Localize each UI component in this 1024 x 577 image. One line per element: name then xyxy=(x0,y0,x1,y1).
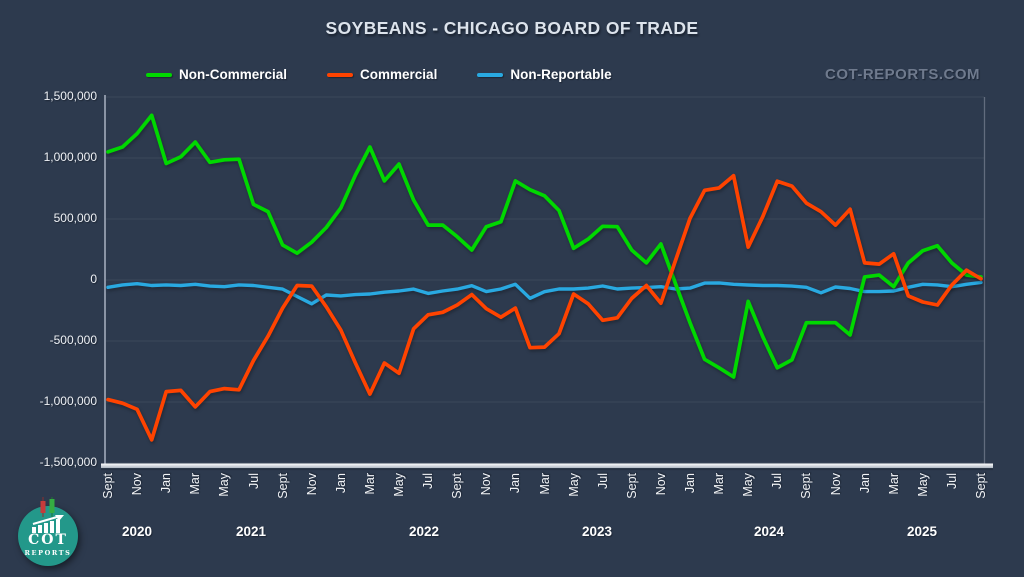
legend-item-non-commercial: Non-Commercial xyxy=(146,67,287,82)
y-tick-label: -1,500,000 xyxy=(39,455,97,469)
x-tick-label: Jan xyxy=(333,473,348,494)
non-commercial-line-swatch-icon xyxy=(146,72,172,77)
x-tick-label: May xyxy=(217,473,232,497)
legend-label: Commercial xyxy=(360,67,438,82)
x-axis-bar xyxy=(101,463,993,469)
x-tick-label: Mar xyxy=(712,473,727,495)
series-line-commercial xyxy=(106,173,983,442)
x-tick-label: May xyxy=(915,473,930,497)
x-tick-label: May xyxy=(741,473,756,497)
x-tick-label: Sept xyxy=(275,473,290,499)
year-label: 2024 xyxy=(753,524,785,539)
cot-reports-logo: COT REPORTS xyxy=(18,497,78,566)
y-tick-label: 1,500,000 xyxy=(43,89,97,103)
logo-text-reports: REPORTS xyxy=(24,549,72,557)
x-tick-label: Sept xyxy=(799,473,814,499)
y-tick-label: -500,000 xyxy=(49,333,97,347)
x-tick-label: Nov xyxy=(828,473,843,496)
year-label: 2025 xyxy=(906,524,938,539)
y-tick-label: 1,000,000 xyxy=(43,150,97,164)
legend: Non-Commercial Commercial Non-Reportable xyxy=(146,67,612,82)
x-tick-label: Sept xyxy=(974,473,988,499)
y-tick-label: 500,000 xyxy=(53,211,97,225)
series-line-non-commercial xyxy=(106,113,983,379)
x-tick-label: Jan xyxy=(683,473,697,494)
x-tick-label: Mar xyxy=(537,473,552,495)
x-tick-label: Jan xyxy=(857,473,872,494)
series-lines xyxy=(106,113,983,442)
series-line-non-reportable xyxy=(106,280,983,306)
x-tick-label: Jul xyxy=(595,473,610,489)
bar-chart-arrow-icon xyxy=(32,515,64,533)
legend-label: Non-Commercial xyxy=(179,67,288,82)
x-tick-label: Mar xyxy=(886,473,901,495)
x-tick-label: May xyxy=(392,473,406,497)
x-tick-label: Nov xyxy=(304,473,319,496)
x-tick-label: Sept xyxy=(450,473,465,499)
x-tick-label: Jul xyxy=(770,473,785,489)
x-tick-label: Jul xyxy=(421,473,436,489)
gridlines xyxy=(105,96,984,464)
x-tick-label: Jul xyxy=(246,473,261,489)
x-tick-label: Nov xyxy=(130,473,145,496)
commercial-line-swatch-icon xyxy=(327,72,354,77)
x-tick-label: May xyxy=(566,473,581,497)
x-tick-label: Mar xyxy=(362,473,377,495)
x-tick-label: Jan xyxy=(159,473,174,494)
legend-item-commercial: Commercial xyxy=(327,67,437,82)
year-label: 2022 xyxy=(408,524,440,539)
year-label: 2020 xyxy=(121,524,153,539)
x-tick-label: Nov xyxy=(653,473,668,496)
x-tick-label: Sept xyxy=(624,473,639,499)
y-tick-label: 0 xyxy=(90,272,97,286)
x-tick-label: Mar xyxy=(188,473,203,495)
x-tick-label: Sept xyxy=(101,473,115,499)
legend-item-non-reportable: Non-Reportable xyxy=(477,67,612,82)
year-label: 2021 xyxy=(235,524,267,539)
candlestick-icon xyxy=(40,497,55,517)
year-label: 2023 xyxy=(581,524,613,539)
legend-label: Non-Reportable xyxy=(510,67,612,82)
x-axis-bar-shadow xyxy=(101,468,993,471)
logo-text-cot: COT xyxy=(28,532,68,548)
y-tick-label: -1,000,000 xyxy=(39,394,97,408)
chart-title: SOYBEANS - CHICAGO BOARD OF TRADE xyxy=(325,18,699,38)
non-reportable-line-swatch-icon xyxy=(477,72,504,77)
watermark-cot-reports: COT-REPORTS.COM xyxy=(824,66,980,83)
x-tick-label: Jul xyxy=(944,473,959,489)
x-tick-label: Nov xyxy=(479,473,494,496)
x-tick-label: Jan xyxy=(508,473,523,494)
